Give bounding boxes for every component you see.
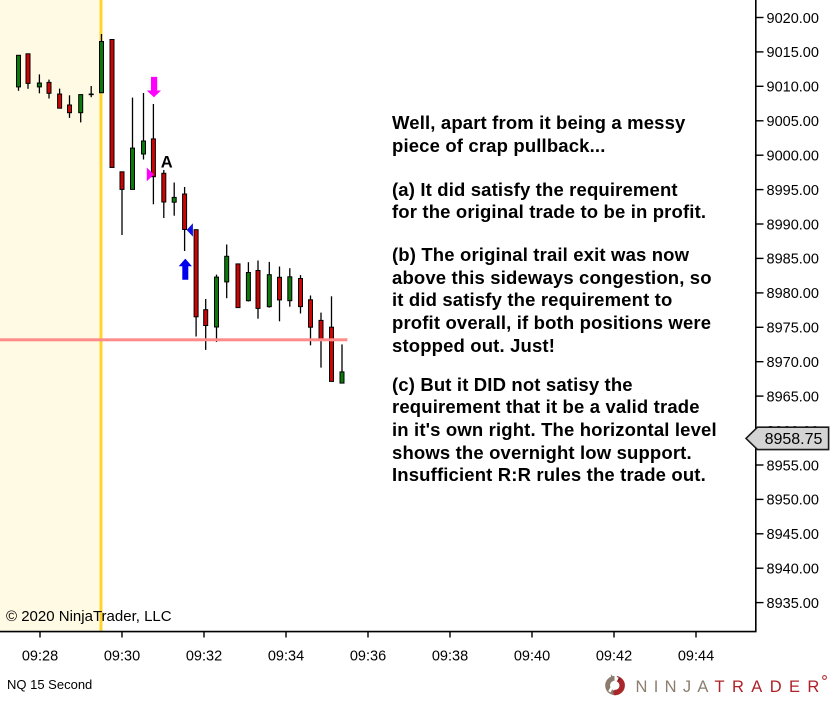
svg-text:09:32: 09:32: [186, 649, 222, 665]
svg-text:TRADER: TRADER: [715, 678, 827, 696]
svg-text:8980.00: 8980.00: [767, 286, 819, 302]
svg-text:8990.00: 8990.00: [767, 217, 819, 233]
svg-text:8995.00: 8995.00: [767, 183, 819, 199]
svg-text:8958.75: 8958.75: [765, 431, 823, 448]
svg-text:9010.00: 9010.00: [767, 80, 819, 96]
svg-text:A: A: [161, 154, 173, 172]
svg-text:8970.00: 8970.00: [767, 355, 819, 371]
svg-text:8945.00: 8945.00: [767, 527, 819, 543]
svg-text:09:38: 09:38: [432, 649, 468, 665]
svg-text:09:34: 09:34: [268, 649, 304, 665]
svg-text:© 2020 NinjaTrader, LLC: © 2020 NinjaTrader, LLC: [6, 608, 172, 625]
svg-text:8975.00: 8975.00: [767, 321, 819, 337]
svg-text:NQ 15 Second: NQ 15 Second: [7, 677, 92, 692]
svg-text:8940.00: 8940.00: [767, 562, 819, 578]
svg-text:09:28: 09:28: [22, 649, 58, 665]
svg-text:09:30: 09:30: [104, 649, 140, 665]
svg-text:09:42: 09:42: [596, 649, 632, 665]
svg-text:09:36: 09:36: [350, 649, 386, 665]
svg-text:9015.00: 9015.00: [767, 45, 819, 61]
svg-text:09:44: 09:44: [678, 649, 714, 665]
svg-text:09:40: 09:40: [514, 649, 550, 665]
svg-text:8965.00: 8965.00: [767, 389, 819, 405]
svg-text:8955.00: 8955.00: [767, 458, 819, 474]
svg-text:8935.00: 8935.00: [767, 596, 819, 612]
svg-text:9000.00: 9000.00: [767, 149, 819, 165]
svg-text:9020.00: 9020.00: [767, 11, 819, 27]
svg-text:8985.00: 8985.00: [767, 252, 819, 268]
svg-text:9005.00: 9005.00: [767, 114, 819, 130]
svg-text:8950.00: 8950.00: [767, 493, 819, 509]
svg-text:NINJA: NINJA: [636, 678, 715, 696]
